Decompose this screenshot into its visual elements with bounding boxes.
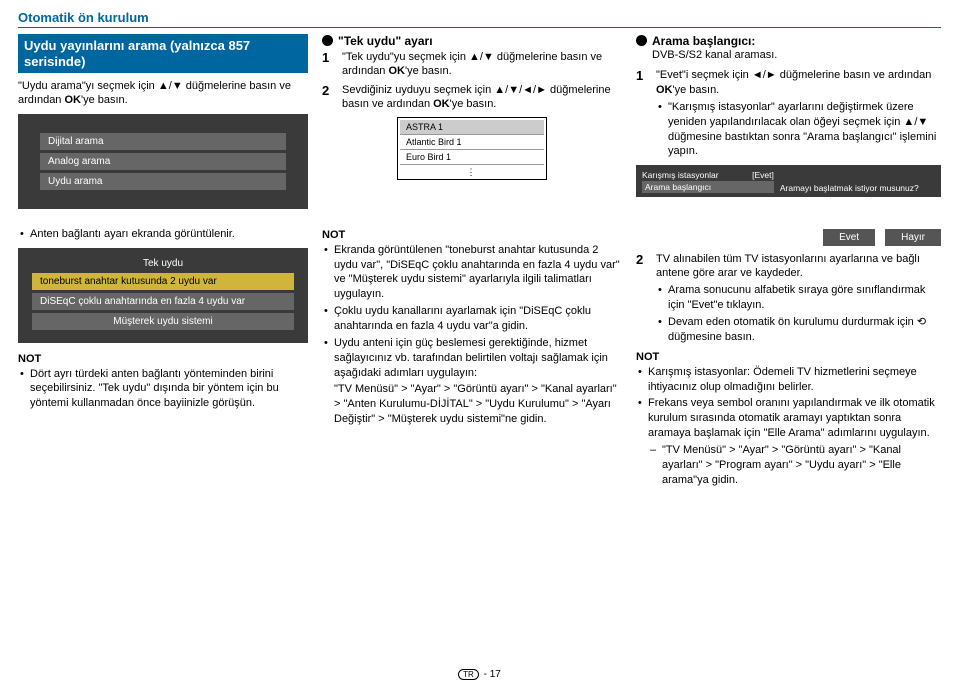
col2-step2: 2 Sevdiğiniz uyduyu seçmek için ▲/▼/◄/► … bbox=[322, 83, 622, 112]
bottom-mid: NOT Ekranda görüntülenen "toneburst anah… bbox=[322, 225, 622, 490]
bottom-left: Anten bağlantı ayarı ekranda görüntüleni… bbox=[18, 225, 308, 490]
satellite-list: ASTRA 1 Atlantic Bird 1 Euro Bird 1 ⋮ bbox=[397, 117, 547, 180]
c3-step-txt-1: "Evet"i seçmek için ◄/► düğmelerine bası… bbox=[656, 68, 941, 161]
col2-heading: "Tek uydu" ayarı bbox=[322, 34, 622, 48]
column-2: "Tek uydu" ayarı 1 "Tek uydu"yu seçmek i… bbox=[322, 34, 622, 219]
step-txt-1: "Tek uydu"yu seçmek için ▲/▼ düğmelerine… bbox=[342, 50, 622, 79]
c3-sub-bullet: "Karışmış istasyonlar" ayarlarını değişt… bbox=[656, 100, 941, 159]
column-3: Arama başlangıcı: DVB-S/S2 kanal araması… bbox=[636, 34, 941, 219]
menu-box-2: Tek uydu toneburst anahtar kutusunda 2 u… bbox=[18, 248, 308, 343]
c3-end-b1: Karışmış istasyonlar: Ödemeli TV hizmetl… bbox=[636, 365, 941, 395]
c3-s2-b2: Devam eden otomatik ön kurulumu durdurma… bbox=[656, 315, 941, 345]
c3-step-num-2: 2 bbox=[636, 252, 650, 347]
strip-l-bot: Arama başlangıcı bbox=[642, 181, 774, 193]
col1-not: NOT bbox=[18, 353, 308, 365]
menu-uydu: Uydu arama bbox=[40, 173, 286, 190]
antenna-note: Anten bağlantı ayarı ekranda görüntüleni… bbox=[18, 227, 308, 242]
menu2-title: Tek uydu bbox=[32, 258, 294, 269]
c2-b3: Uydu anteni için güç beslemesi gerektiği… bbox=[322, 336, 622, 427]
strip-r-bot: Aramayı başlatmak istiyor musunuz? bbox=[780, 183, 919, 193]
bottom-columns: Anten bağlantı ayarı ekranda görüntüleni… bbox=[18, 225, 941, 490]
menu-analog: Analog arama bbox=[40, 153, 286, 170]
menu2-toneburst: toneburst anahtar kutusunda 2 uydu var bbox=[32, 273, 294, 290]
strip-r-top: [Evet] bbox=[752, 170, 774, 180]
col2-step1: 1 "Tek uydu"yu seçmek için ▲/▼ düğmeleri… bbox=[322, 50, 622, 79]
step-num-1: 1 bbox=[322, 50, 336, 79]
c2-b2: Çoklu uydu kanallarını ayarlamak için "D… bbox=[322, 304, 622, 334]
col2-not: NOT bbox=[322, 229, 622, 241]
col3-step1: 1 "Evet"i seçmek için ◄/► düğmelerine ba… bbox=[636, 68, 941, 161]
sat-astra1: ASTRA 1 bbox=[400, 120, 544, 135]
c3-end-b2: Frekans veya sembol oranını yapılandırma… bbox=[636, 396, 941, 487]
menu2-musterek: Müşterek uydu sistemi bbox=[32, 313, 294, 330]
c3-step-num-1: 1 bbox=[636, 68, 650, 161]
menu-box-1: Dijital arama Analog arama Uydu arama bbox=[18, 114, 308, 209]
col1-title: Uydu yayınlarını arama (yalnızca 857 ser… bbox=[18, 34, 308, 73]
sat-eurobird: Euro Bird 1 bbox=[400, 150, 544, 165]
settings-strip: Karışmış istasyonlar [Evet] Arama başlang… bbox=[636, 165, 941, 197]
yes-button[interactable]: Evet bbox=[823, 229, 875, 246]
c3-s2-b1: Arama sonucunu alfabetik sıraya göre sın… bbox=[656, 283, 941, 313]
col3-not: NOT bbox=[636, 351, 941, 363]
bottom-right: Evet Hayır 2 TV alınabilen tüm TV istasy… bbox=[636, 225, 941, 490]
column-1: Uydu yayınlarını arama (yalnızca 857 ser… bbox=[18, 34, 308, 219]
ellipsis-icon: ⋮ bbox=[467, 167, 478, 178]
step-num-2: 2 bbox=[322, 83, 336, 112]
page-footer: TR - 17 bbox=[0, 669, 959, 680]
menu-digital: Dijital arama bbox=[40, 133, 286, 150]
return-icon: ⟲ bbox=[917, 315, 926, 330]
c3-end-path: "TV Menüsü" > "Ayar" > "Görüntü ayarı" >… bbox=[648, 443, 941, 488]
top-columns: Uydu yayınlarını arama (yalnızca 857 ser… bbox=[18, 34, 941, 219]
page-number: 17 bbox=[490, 669, 501, 680]
yes-no-row: Evet Hayır bbox=[636, 229, 941, 246]
col3-heading: Arama başlangıcı: bbox=[636, 34, 941, 48]
menu2-diseqc: DiSEqC çoklu anahtarında en fazla 4 uydu… bbox=[32, 293, 294, 310]
region-badge: TR bbox=[458, 669, 479, 680]
step-txt-2: Sevdiğiniz uyduyu seçmek için ▲/▼/◄/► dü… bbox=[342, 83, 622, 112]
c2-path: "TV Menüsü" > "Ayar" > "Görüntü ayarı" >… bbox=[334, 382, 622, 427]
c3-step2: 2 TV alınabilen tüm TV istasyonlarını ay… bbox=[636, 252, 941, 347]
strip-l-top: Karışmış istasyonlar bbox=[642, 170, 719, 180]
c2-b1: Ekranda görüntülenen "toneburst anahtar … bbox=[322, 243, 622, 302]
no-button[interactable]: Hayır bbox=[885, 229, 941, 246]
sat-more: ⋮ bbox=[400, 165, 544, 177]
c3-step-txt-2: TV alınabilen tüm TV istasyonlarını ayar… bbox=[656, 252, 941, 347]
page-header: Otomatik ön kurulum bbox=[18, 10, 941, 28]
col1-footnote: Dört ayrı türdeki anten bağlantı yöntemi… bbox=[18, 367, 308, 412]
col1-intro: "Uydu arama"yı seçmek için ▲/▼ düğmeleri… bbox=[18, 79, 308, 108]
col3-sub: DVB-S/S2 kanal araması. bbox=[636, 48, 941, 62]
sat-atlantic: Atlantic Bird 1 bbox=[400, 135, 544, 150]
